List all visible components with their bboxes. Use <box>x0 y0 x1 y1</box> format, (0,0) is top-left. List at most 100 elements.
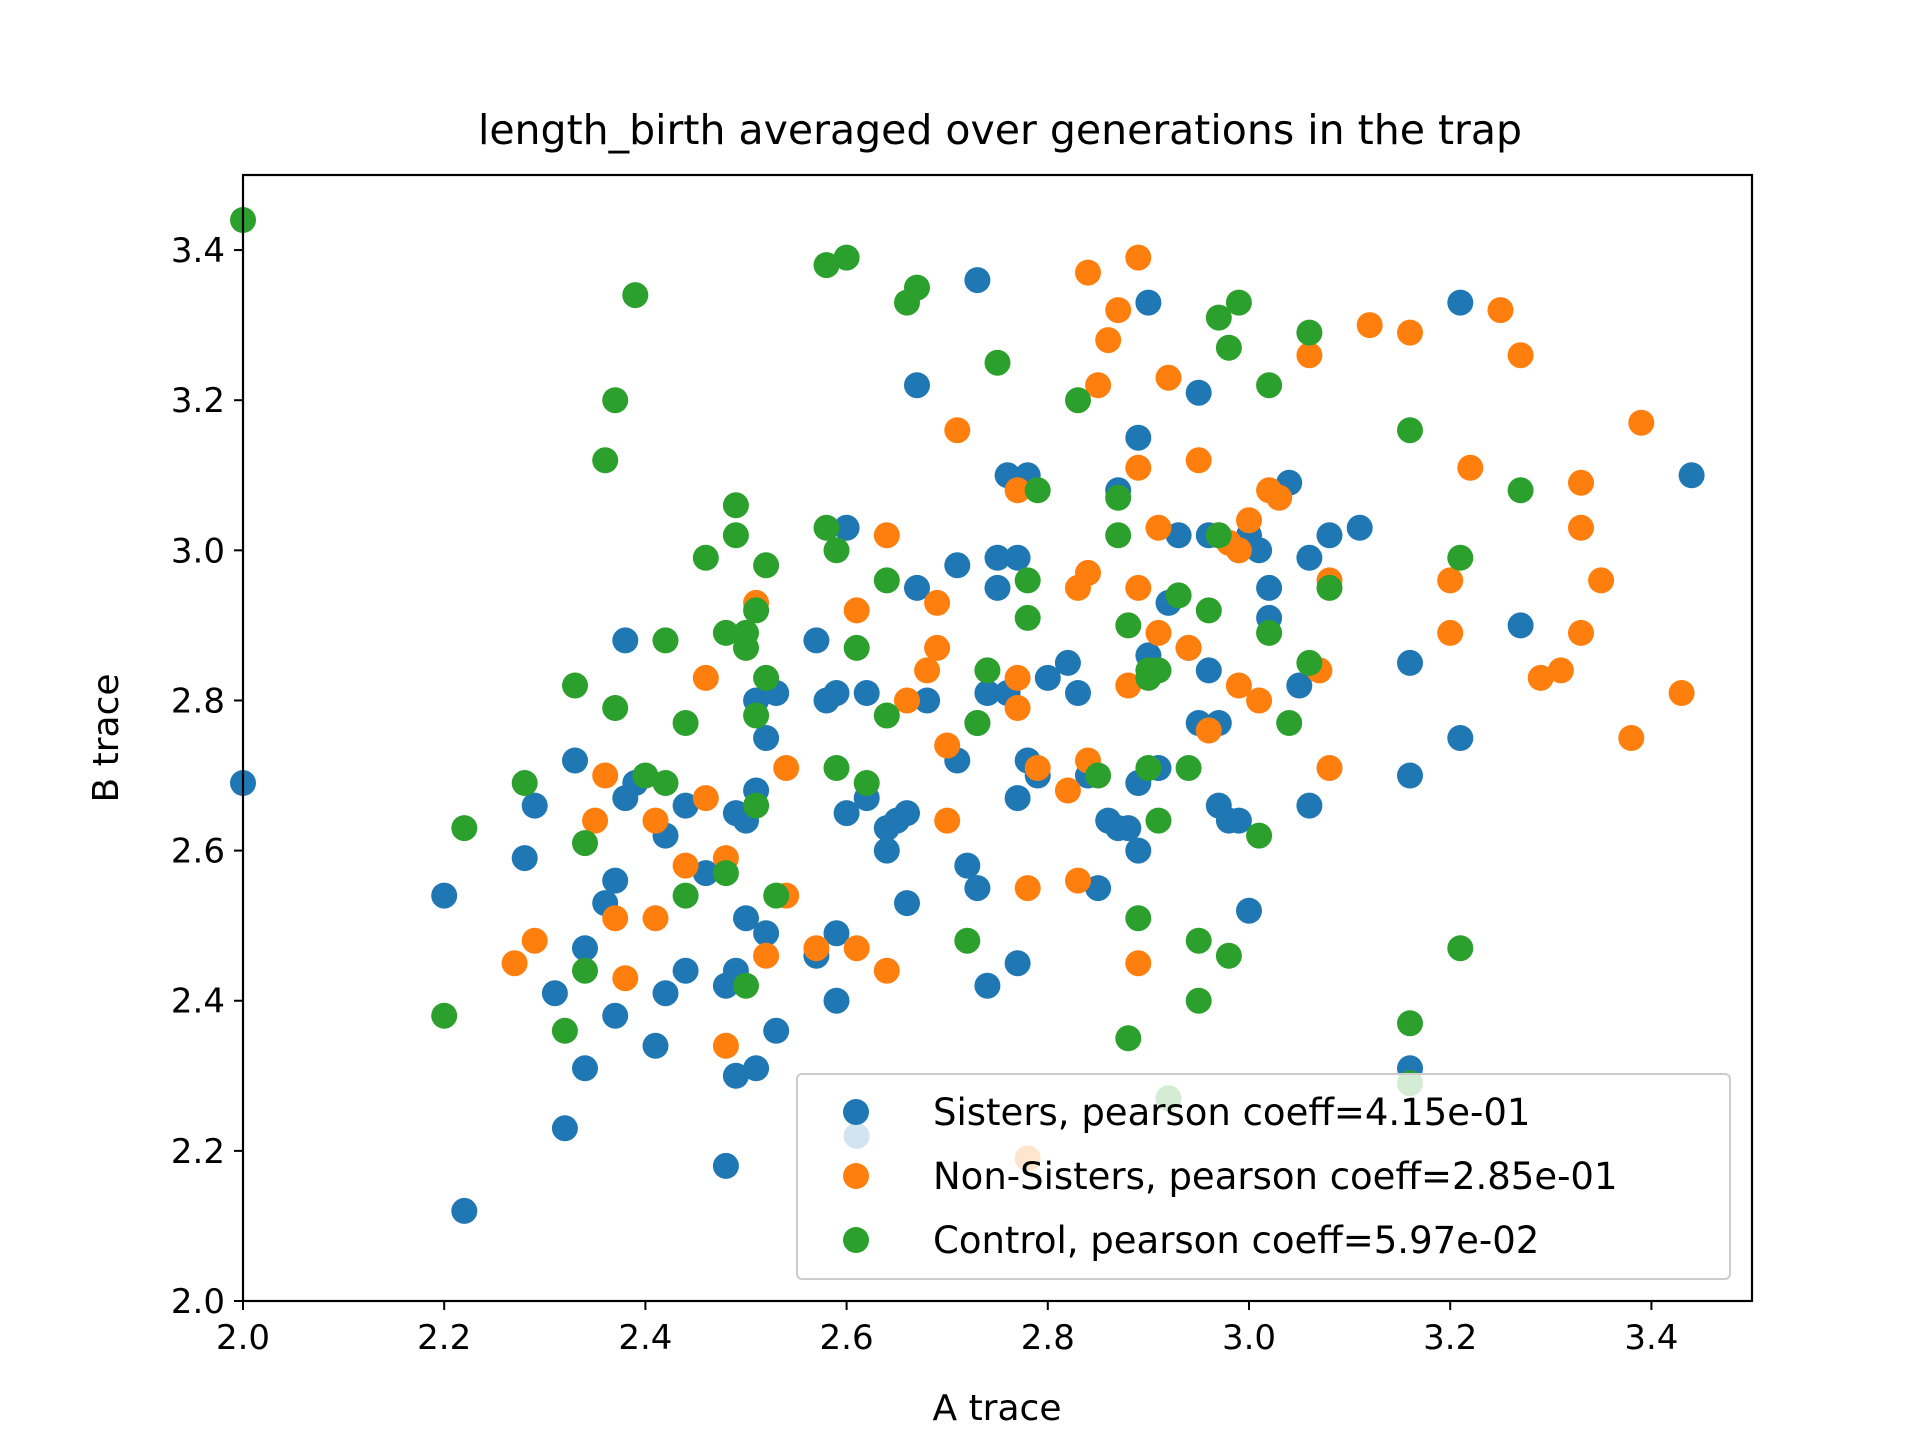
series-2-point-35 <box>833 244 860 271</box>
series-1-point-7 <box>642 905 669 932</box>
series-2-point-71 <box>1225 289 1252 316</box>
series-0-point-19 <box>672 792 699 819</box>
series-1-point-75 <box>1547 657 1574 684</box>
series-2-point-59 <box>1145 807 1172 834</box>
series-2-point-83 <box>1447 935 1474 962</box>
series-2-point-36 <box>843 634 870 661</box>
series-0-point-8 <box>572 935 598 962</box>
series-1-point-45 <box>1125 244 1152 271</box>
series-0-point-18 <box>652 980 679 1007</box>
series-0-point-9 <box>572 1055 598 1082</box>
series-1-point-43 <box>1105 297 1132 324</box>
series-1-point-51 <box>1155 364 1182 391</box>
series-1-point-54 <box>1195 717 1222 744</box>
series-2-point-2 <box>451 815 478 842</box>
series-0-point-40 <box>823 920 850 947</box>
series-2-point-69 <box>1215 942 1242 969</box>
series-2-point-78 <box>1316 574 1343 601</box>
series-0-point-107 <box>1296 792 1323 819</box>
series-0-point-4 <box>521 792 548 819</box>
series-0-point-117 <box>1678 462 1705 489</box>
series-0-point-110 <box>1346 514 1373 541</box>
series-0-point-108 <box>1296 544 1323 571</box>
series-2-point-16 <box>672 882 699 909</box>
series-2-point-73 <box>1256 372 1283 399</box>
series-2-point-53 <box>1115 612 1142 639</box>
series-2-point-44 <box>974 657 1001 684</box>
series-1-point-17 <box>803 935 830 962</box>
series-1-point-11 <box>712 1032 739 1059</box>
series-2-point-48 <box>1024 477 1051 504</box>
series-0-point-103 <box>1256 574 1283 601</box>
series-2-point-9 <box>602 695 629 721</box>
series-2-point-77 <box>1296 319 1323 346</box>
series-1-point-74 <box>1527 664 1554 691</box>
series-0-point-61 <box>974 680 1001 706</box>
series-1-point-1 <box>521 927 548 954</box>
series-0-point-35 <box>763 1017 790 1044</box>
series-0-point-63 <box>984 544 1011 571</box>
series-0-point-16 <box>642 1032 669 1059</box>
legend-marker-0 <box>843 1099 869 1125</box>
series-1-point-42 <box>1095 327 1122 354</box>
series-0-point-115 <box>1447 725 1474 751</box>
series-0-point-6 <box>551 1115 578 1142</box>
series-2-point-60 <box>1145 657 1172 684</box>
series-0-point-109 <box>1316 522 1343 549</box>
series-1-point-50 <box>1145 619 1172 646</box>
series-1-point-67 <box>1356 312 1383 339</box>
series-1-point-32 <box>1014 875 1041 902</box>
series-0-point-21 <box>692 860 719 887</box>
series-1-point-44 <box>1115 672 1142 699</box>
series-1-point-82 <box>1668 680 1695 706</box>
series-0-point-89 <box>1165 522 1192 549</box>
series-2-point-52 <box>1105 522 1132 549</box>
y-tick-label: 2.0 <box>171 1282 225 1322</box>
series-2-point-37 <box>853 770 880 796</box>
x-tick-label: 2.2 <box>417 1318 471 1358</box>
series-0-point-98 <box>1225 807 1252 834</box>
series-0-point-5 <box>541 980 568 1007</box>
legend-marker-1 <box>843 1163 869 1189</box>
series-1-point-22 <box>894 687 920 714</box>
series-2-point-54 <box>1115 1025 1142 1052</box>
series-2-point-79 <box>1397 417 1423 444</box>
series-2-point-34 <box>823 755 850 781</box>
series-1-point-25 <box>924 634 951 661</box>
series-2-point-19 <box>712 860 739 887</box>
series-2-point-13 <box>652 627 679 654</box>
series-2-point-29 <box>753 552 780 579</box>
legend: Sisters, pearson coeff=4.15e-01 Non-Siste… <box>796 1073 1731 1280</box>
x-axis-ticks: 2.0 2.2 2.4 2.6 2.8 3.0 3.2 3.4 <box>216 1301 1678 1358</box>
series-2-point-84 <box>1507 477 1534 504</box>
series-1-point-79 <box>1588 567 1615 594</box>
series-1-point-60 <box>1246 687 1273 714</box>
y-tick-label: 2.2 <box>171 1132 225 1172</box>
series-2-point-65 <box>1185 927 1212 954</box>
series-2-point-8 <box>592 447 619 474</box>
series-0-point-54 <box>914 687 941 714</box>
x-tick-label: 2.4 <box>618 1318 672 1358</box>
series-2-point-28 <box>753 664 780 691</box>
series-0-point-84 <box>1125 424 1152 451</box>
series-1-point-29 <box>1004 695 1031 721</box>
series-2-point-33 <box>823 537 850 564</box>
series-1-point-30 <box>1004 664 1031 691</box>
series-2-point-41 <box>904 274 930 301</box>
series-2-point-58 <box>1135 755 1162 781</box>
series-2-point-70 <box>1215 334 1242 361</box>
x-tick-label: 2.6 <box>820 1318 874 1358</box>
series-1-point-53 <box>1185 447 1212 474</box>
legend-entries: Sisters, pearson coeff=4.15e-01 Non-Siste… <box>843 1091 1618 1262</box>
series-0-point-13 <box>612 627 639 654</box>
series-2-point-15 <box>672 710 699 736</box>
series-2-point-38 <box>873 567 900 594</box>
legend-marker-2 <box>843 1227 869 1253</box>
series-1-point-49 <box>1145 514 1172 541</box>
series-2-point-3 <box>511 770 538 796</box>
series-2-point-82 <box>1447 544 1474 571</box>
legend-label-0: Sisters, pearson coeff=4.15e-01 <box>933 1091 1530 1134</box>
series-2-point-64 <box>1185 987 1212 1014</box>
series-0-point-56 <box>944 552 971 579</box>
series-1-point-14 <box>753 942 780 969</box>
